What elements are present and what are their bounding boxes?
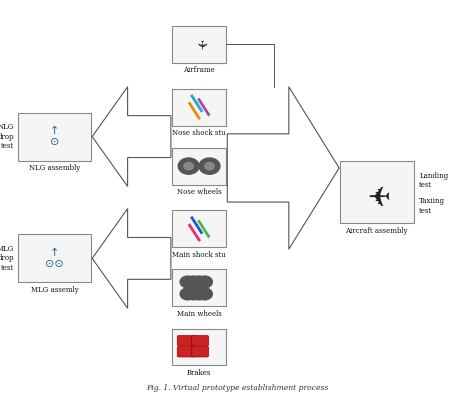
FancyBboxPatch shape <box>191 347 209 357</box>
Circle shape <box>197 288 212 300</box>
Text: Airframe: Airframe <box>183 66 215 74</box>
Circle shape <box>205 162 214 170</box>
Bar <box>340 161 413 223</box>
Text: Landing
test: Landing test <box>419 172 448 190</box>
Circle shape <box>199 158 220 174</box>
Circle shape <box>186 276 201 288</box>
FancyBboxPatch shape <box>177 336 194 346</box>
Bar <box>18 234 91 282</box>
Circle shape <box>197 276 212 288</box>
Text: NLG assembly: NLG assembly <box>29 164 80 172</box>
Circle shape <box>186 288 201 300</box>
Polygon shape <box>92 209 171 308</box>
Text: MLG assemly: MLG assemly <box>31 286 78 294</box>
Text: Nose shock stu: Nose shock stu <box>172 129 226 137</box>
Bar <box>172 148 226 184</box>
Bar <box>172 211 226 247</box>
Text: NLG
drop
test: NLG drop test <box>0 123 14 150</box>
Text: ✈: ✈ <box>365 178 389 206</box>
Text: Main shock stu: Main shock stu <box>172 251 226 259</box>
Circle shape <box>180 288 195 300</box>
Bar <box>172 88 226 126</box>
Circle shape <box>191 276 207 288</box>
Circle shape <box>178 158 199 174</box>
Text: Brakes: Brakes <box>187 369 211 377</box>
FancyBboxPatch shape <box>191 336 209 346</box>
Text: MLG
drop
test: MLG drop test <box>0 245 14 272</box>
Circle shape <box>180 276 195 288</box>
Polygon shape <box>92 87 171 186</box>
Circle shape <box>191 288 207 300</box>
Text: ✈: ✈ <box>192 39 206 49</box>
Polygon shape <box>227 87 339 249</box>
Text: ↑
⊙⊙: ↑ ⊙⊙ <box>45 248 64 269</box>
Text: Main wheels: Main wheels <box>177 310 221 318</box>
Text: Taxiing
test: Taxiing test <box>419 198 445 214</box>
Bar <box>172 269 226 307</box>
Bar <box>172 26 226 63</box>
FancyBboxPatch shape <box>177 347 194 357</box>
Text: ↑
⊙: ↑ ⊙ <box>50 126 59 147</box>
Bar <box>18 113 91 161</box>
Text: Fig. 1. Virtual prototype establishment process: Fig. 1. Virtual prototype establishment … <box>146 384 328 392</box>
Circle shape <box>184 162 193 170</box>
Text: Nose wheels: Nose wheels <box>177 188 221 196</box>
Bar <box>172 329 226 365</box>
Text: Aircraft assembly: Aircraft assembly <box>346 227 408 235</box>
